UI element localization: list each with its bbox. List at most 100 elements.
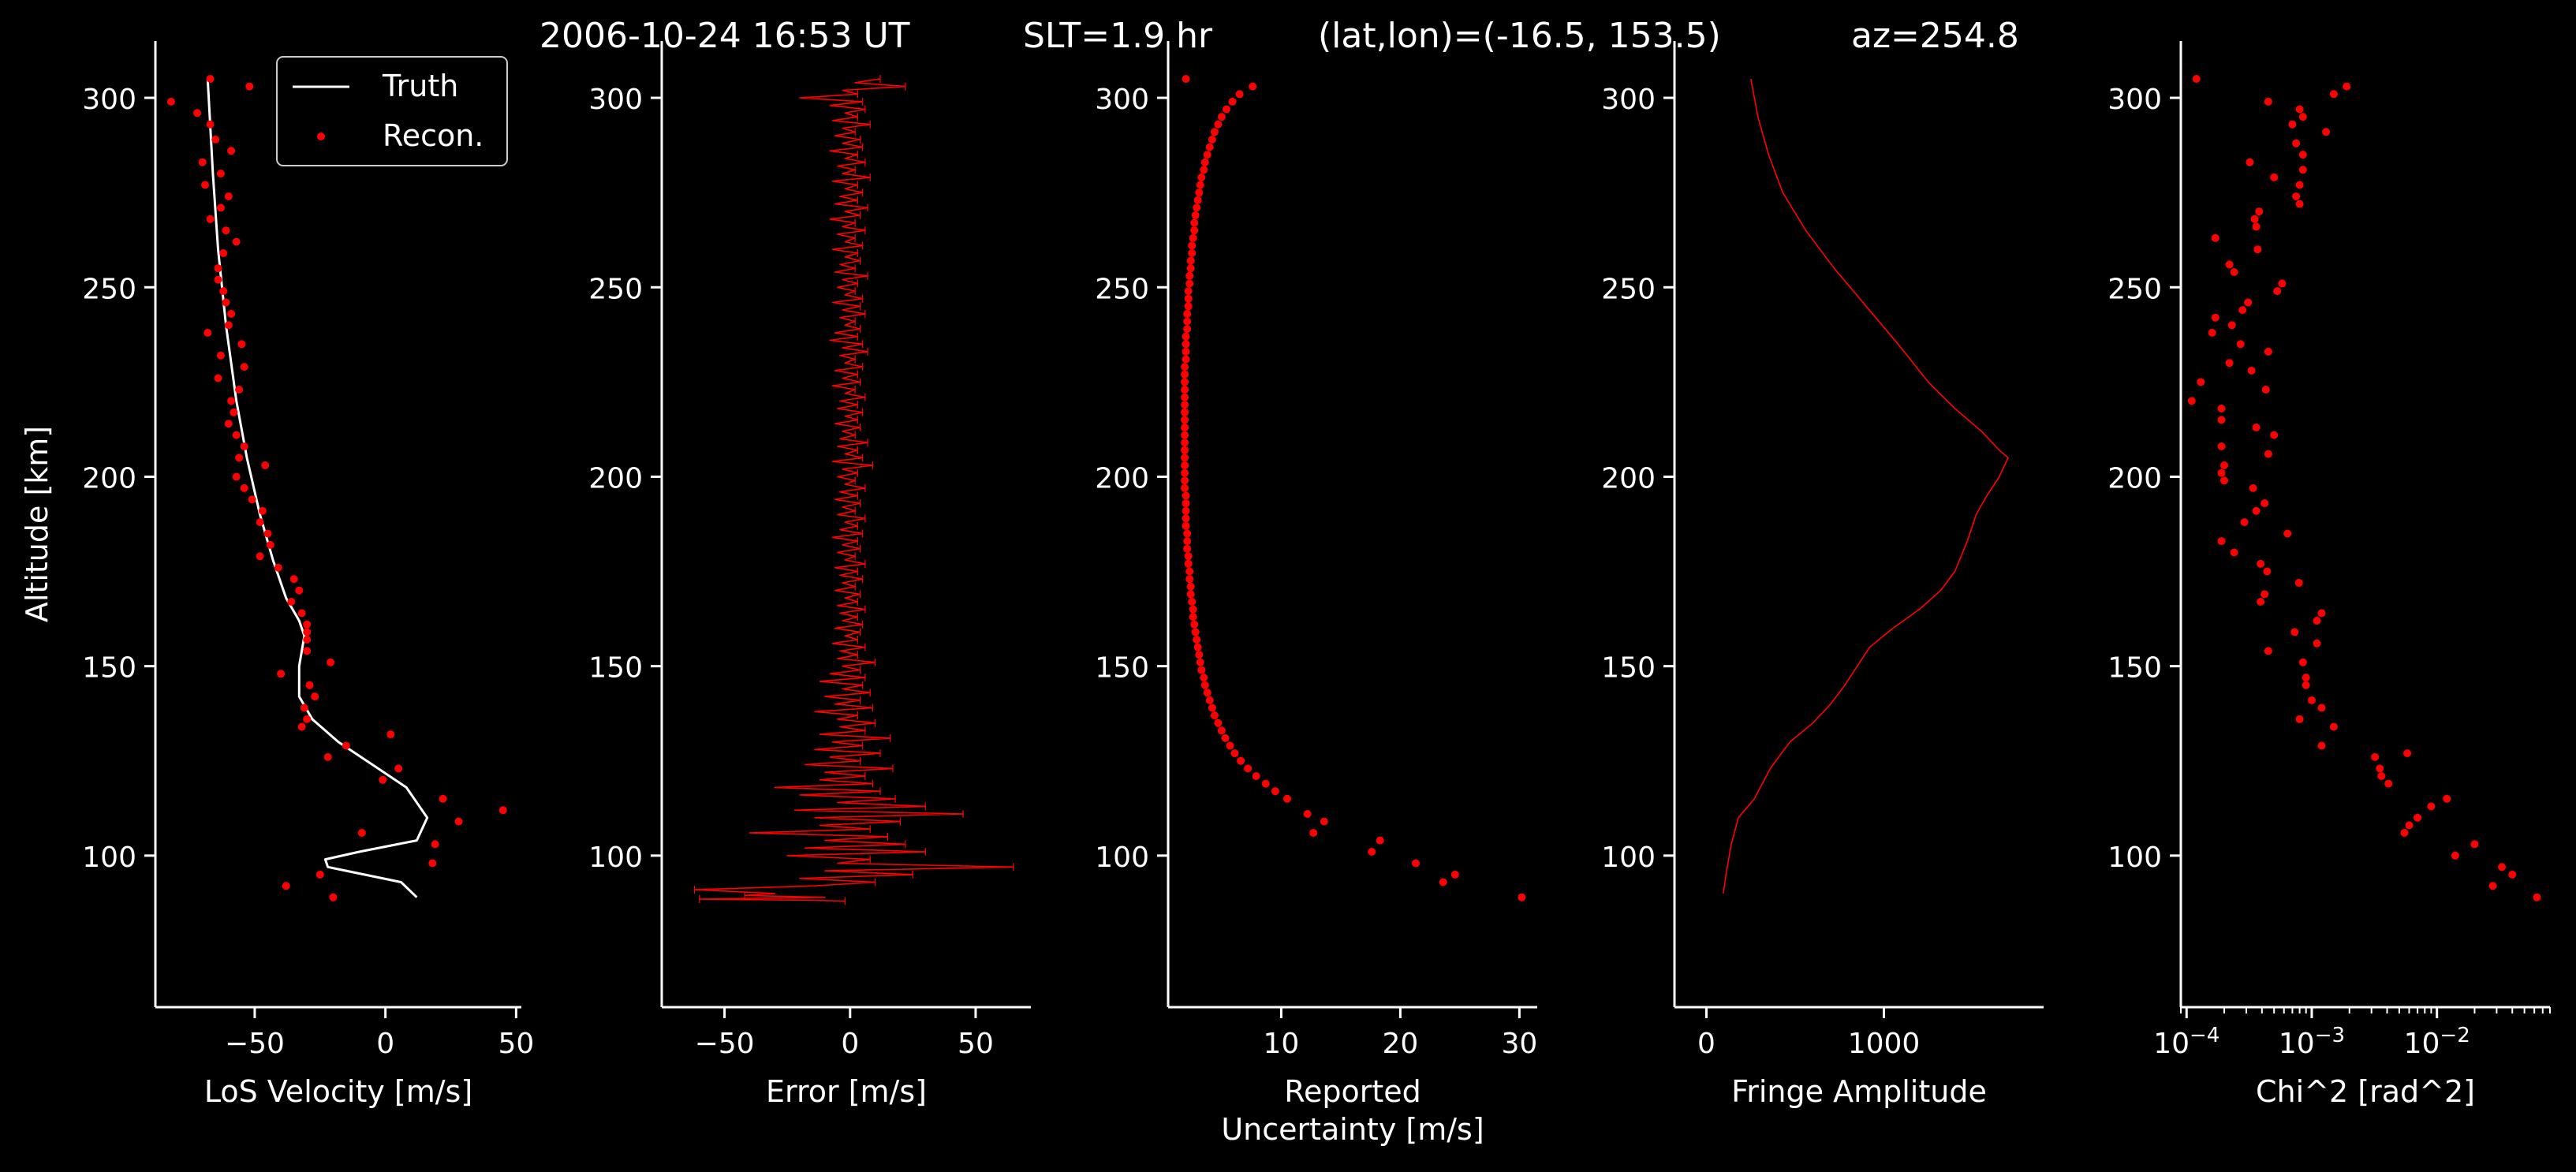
velocity-point — [198, 158, 207, 166]
velocity-point — [342, 741, 350, 750]
uncertainty-point — [1184, 302, 1193, 311]
velocity-xlabel: LoS Velocity [m/s] — [204, 1074, 472, 1109]
uncertainty-point — [1181, 468, 1189, 477]
uncertainty-point — [1183, 325, 1192, 334]
uncertainty-point — [1182, 332, 1190, 341]
chi2-point — [2217, 442, 2226, 450]
uncertainty-point — [1183, 529, 1192, 538]
velocity-point — [237, 340, 246, 349]
chi2-point — [2298, 151, 2307, 159]
uncertainty-point — [1197, 666, 1206, 674]
uncertainty-point — [1195, 188, 1204, 197]
uncertainty-point — [1189, 233, 1197, 242]
chi2-point — [2298, 166, 2307, 174]
uncertainty-point — [1186, 256, 1195, 265]
velocity-point — [222, 226, 230, 235]
chi2-point — [2498, 863, 2506, 872]
velocity-ylabel: Altitude [km] — [20, 426, 54, 622]
velocity-point — [303, 647, 312, 655]
velocity-point — [295, 586, 304, 595]
chi2-point — [2317, 704, 2326, 712]
velocity-ytick-label: 100 — [82, 842, 136, 874]
chi2-xtick-label: 10−2 — [2404, 1024, 2470, 1060]
velocity-point — [235, 386, 244, 394]
velocity-point — [214, 374, 222, 383]
chi2-point — [2255, 207, 2264, 216]
velocity-ytick-label: 150 — [82, 652, 136, 685]
velocity-xtick-label: 50 — [498, 1028, 534, 1060]
error-data-line — [693, 78, 1014, 902]
chi2-point — [2294, 579, 2303, 587]
velocity-point — [282, 882, 290, 890]
chi2-point — [2253, 245, 2262, 254]
chi2-point — [2208, 328, 2216, 337]
uncertainty-point — [1181, 378, 1189, 386]
uncertainty-point — [1196, 181, 1204, 189]
chi2-point — [2292, 192, 2301, 200]
chi2-point — [2290, 628, 2299, 636]
velocity-point — [256, 552, 264, 561]
velocity-point — [227, 147, 236, 155]
chi2-point — [2217, 416, 2226, 424]
chi2-point — [2257, 559, 2265, 568]
chi2-ytick-label: 150 — [2107, 652, 2162, 685]
chi2-point — [2187, 397, 2196, 405]
uncertainty-point — [1182, 514, 1190, 523]
uncertainty-point — [1186, 590, 1195, 599]
chi2-point — [2238, 306, 2247, 315]
uncertainty-point — [1193, 203, 1201, 212]
chi2-point — [2225, 260, 2234, 269]
velocity-point — [386, 730, 395, 739]
fringe-ytick-label: 200 — [1601, 462, 1656, 495]
velocity-point — [211, 135, 220, 144]
velocity-xtick-label: 0 — [376, 1028, 394, 1060]
uncertainty-point — [1183, 309, 1192, 318]
velocity-ytick-label: 250 — [82, 273, 136, 305]
velocity-point — [224, 420, 233, 428]
velocity-point — [303, 715, 312, 723]
uncertainty-point — [1182, 521, 1190, 530]
error-ytick-label: 200 — [588, 462, 643, 495]
uncertainty-point — [1181, 431, 1189, 439]
chi2-point — [2470, 840, 2479, 849]
uncertainty-point — [1181, 363, 1189, 371]
velocity-legend-recon-label: Recon. — [383, 118, 483, 153]
uncertainty-point — [1320, 817, 1328, 826]
velocity-point — [227, 309, 236, 318]
chi2-point — [2377, 772, 2386, 780]
chi2-point — [2252, 506, 2261, 515]
uncertainty-point — [1186, 264, 1195, 273]
chi2-point — [2244, 298, 2253, 307]
chi2-point — [2443, 794, 2451, 803]
uncertainty-point — [1228, 97, 1237, 106]
uncertainty-point — [1189, 613, 1197, 621]
uncertainty-point — [1210, 128, 1219, 136]
velocity-legend-recon-swatch — [317, 133, 325, 140]
chi2-point — [2270, 173, 2279, 181]
velocity-point — [498, 806, 507, 815]
velocity-point — [222, 298, 230, 307]
uncertainty-point — [1182, 355, 1190, 364]
velocity-point — [214, 275, 222, 284]
uncertainty-point — [1189, 605, 1197, 614]
velocity-point — [240, 363, 248, 371]
velocity-point — [327, 658, 335, 666]
fringe-xtick-label: 0 — [1697, 1028, 1715, 1060]
uncertainty-point — [1186, 582, 1195, 591]
uncertainty-point — [1235, 90, 1244, 99]
fringe-xtick-label: 1000 — [1848, 1028, 1921, 1060]
uncertainty-point — [1195, 651, 1204, 659]
velocity-point — [428, 859, 437, 868]
velocity-point — [240, 483, 248, 492]
uncertainty-point — [1181, 424, 1189, 431]
uncertainty-point — [1193, 196, 1202, 204]
velocity-point — [394, 764, 403, 773]
uncertainty-point — [1181, 476, 1189, 485]
velocity-point — [263, 529, 272, 538]
velocity-point — [289, 575, 298, 584]
chi2-point — [2508, 870, 2517, 879]
velocity-point — [206, 120, 215, 129]
uncertainty-point — [1181, 386, 1189, 394]
uncertainty-point — [1184, 287, 1193, 296]
velocity-point — [232, 237, 241, 246]
